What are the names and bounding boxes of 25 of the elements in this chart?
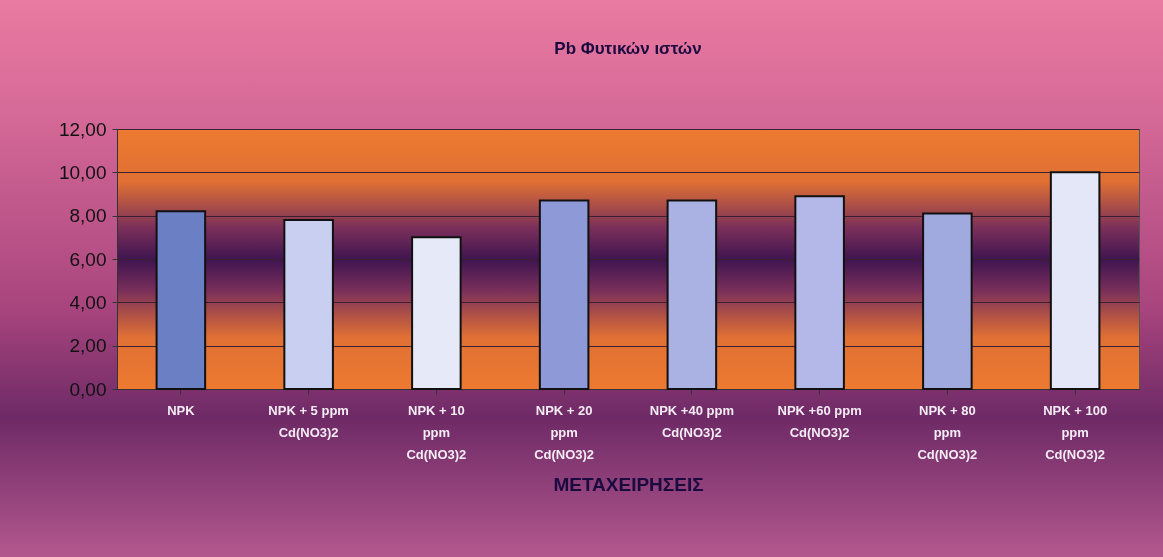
x-tick-label: NPK + 5 ppm Cd(NO3)2 <box>268 402 349 440</box>
y-tick-label: 10,00 <box>58 161 107 183</box>
x-tick-label: NPK +60 ppm Cd(NO3)2 <box>777 402 862 440</box>
x-tick-label: NPK + 100 ppm Cd(NO3)2 <box>1043 402 1108 462</box>
bar <box>922 212 973 390</box>
x-tick-label: NPK + 10 ppm Cd(NO3)2 <box>406 402 467 462</box>
bar <box>666 199 718 390</box>
x-tick-label: NPK <box>167 402 196 418</box>
y-tick-label: 12,00 <box>58 118 107 140</box>
bar <box>1049 171 1101 390</box>
chart-title: Pb Φυτικών ιστών <box>554 39 702 58</box>
bar <box>411 236 462 390</box>
bar <box>155 210 207 390</box>
y-tick-label: 2,00 <box>69 335 107 357</box>
y-tick-label: 8,00 <box>69 205 107 227</box>
bar <box>283 219 334 390</box>
x-axis-title: ΜΕΤΑΧΕΙΡΗΣΕΙΣ <box>553 473 704 495</box>
y-tick-label: 0,00 <box>69 378 107 400</box>
x-tick-label: NPK + 80 ppm Cd(NO3)2 <box>917 402 978 462</box>
y-tick-label: 6,00 <box>69 248 107 270</box>
y-tick-label: 4,00 <box>69 291 107 313</box>
x-tick-label: NPK +40 ppm Cd(NO3)2 <box>649 402 734 440</box>
bar <box>538 199 590 390</box>
x-tick-label: NPK + 20 ppm Cd(NO3)2 <box>534 402 595 462</box>
bar <box>794 195 845 390</box>
